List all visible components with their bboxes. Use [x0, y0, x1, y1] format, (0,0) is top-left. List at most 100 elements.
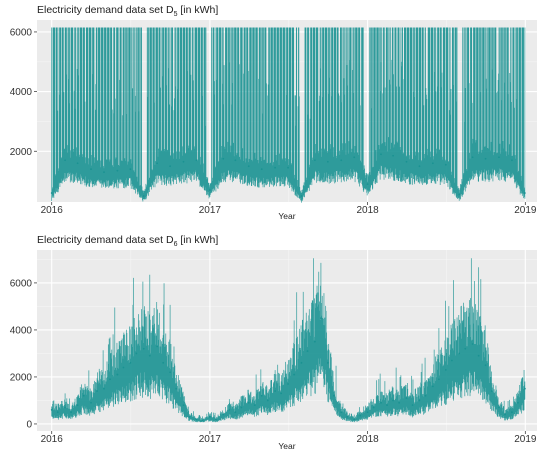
y-tick-label: 4000 [10, 87, 33, 98]
series-point [240, 406, 243, 409]
series-point [392, 154, 394, 157]
x-tick-label: 2017 [199, 205, 222, 216]
series-point [392, 399, 394, 402]
series-point [471, 343, 474, 345]
series-point [182, 160, 185, 163]
series-point [142, 347, 145, 350]
y-tick-label: 4000 [10, 325, 33, 336]
chart-title-subscript: 5 [173, 11, 178, 19]
series-point [228, 408, 231, 411]
series-point [129, 361, 132, 364]
series-point [511, 159, 513, 162]
series-point [313, 159, 316, 162]
series-point [431, 162, 434, 165]
series-point [50, 408, 53, 411]
series-point [247, 165, 250, 168]
series-point [444, 163, 447, 166]
series-point [380, 401, 382, 404]
series-point [90, 401, 92, 404]
series-point [234, 411, 237, 414]
chart-panel-d5: Electricity demand data set D5 [in kWh] … [0, 0, 550, 228]
series-point [504, 413, 506, 416]
series-point [156, 345, 159, 348]
y-tick-label: 6000 [10, 278, 33, 289]
series-point [195, 159, 198, 162]
series-point [300, 195, 303, 197]
series-point [353, 418, 356, 421]
series-point [405, 397, 408, 399]
series-point [340, 159, 343, 162]
series-point [195, 418, 198, 421]
series-point [201, 419, 204, 422]
series-point [484, 157, 487, 160]
series-point [148, 354, 151, 357]
series-point [222, 157, 225, 160]
series-point [222, 413, 225, 416]
chart-title-unit: [in kWh] [180, 234, 219, 246]
chart-title: Electricity demand data set D6 [in kWh] [37, 234, 218, 248]
series-point [490, 390, 493, 392]
series-point [431, 385, 434, 388]
chart-title: Electricity demand data set D5 [in kWh] [37, 4, 218, 18]
series-point [471, 156, 474, 159]
x-tick-label: 2016 [41, 434, 64, 445]
series-point [484, 364, 487, 367]
series-point [386, 404, 388, 407]
series-point [477, 354, 480, 357]
series-point [50, 192, 53, 194]
x-tick-label: 2019 [514, 205, 537, 216]
series-point [444, 368, 447, 371]
series-point [418, 165, 421, 168]
series-point [411, 404, 414, 407]
y-tick-label: 2000 [10, 147, 33, 158]
series-point [56, 411, 59, 414]
series-point [274, 166, 277, 169]
series-point [274, 390, 277, 392]
series-point [287, 383, 289, 385]
series-point [517, 401, 519, 404]
series-point [234, 159, 237, 162]
series-point [332, 394, 335, 397]
series-point [418, 399, 421, 402]
series-point [511, 411, 513, 414]
series-point [96, 390, 98, 392]
series-point [366, 411, 369, 414]
x-tick-label: 2019 [514, 434, 537, 445]
series-point [169, 165, 172, 168]
series-point [156, 162, 159, 165]
series-point [405, 160, 408, 163]
series-point [175, 387, 178, 390]
series-point [346, 415, 349, 418]
series-point [293, 373, 296, 376]
series-point [129, 168, 132, 171]
series-point [208, 415, 211, 418]
series-point [116, 373, 119, 376]
y-tick-label: 6000 [10, 27, 33, 38]
x-axis-title: Year [278, 211, 295, 221]
series-point [340, 411, 343, 414]
series-point [260, 168, 263, 171]
series-point [109, 378, 111, 381]
series-point [266, 399, 269, 402]
series-point [464, 347, 467, 350]
series-point [260, 394, 263, 397]
chart-title-subscript: 6 [173, 241, 178, 249]
series-point [103, 171, 105, 174]
series-point [372, 406, 375, 409]
x-tick-label: 2018 [356, 205, 379, 216]
series-point [64, 159, 66, 162]
series-point [366, 183, 369, 185]
series-point [523, 387, 526, 390]
series-point [438, 378, 440, 381]
chart-svg: 2016 2017 2018 2019 0 2000 4000 6000 Year [10, 250, 537, 451]
series-point [64, 406, 66, 409]
series-point [208, 189, 211, 191]
series-point [247, 401, 250, 404]
series-point [353, 156, 356, 159]
series-point [359, 414, 362, 417]
chart-svg: 2016 2017 2018 2019 2000 4000 6000 Year [10, 20, 537, 221]
series-point [320, 317, 322, 320]
series-point [142, 195, 145, 197]
series-point [326, 160, 329, 163]
series-point [498, 156, 500, 159]
